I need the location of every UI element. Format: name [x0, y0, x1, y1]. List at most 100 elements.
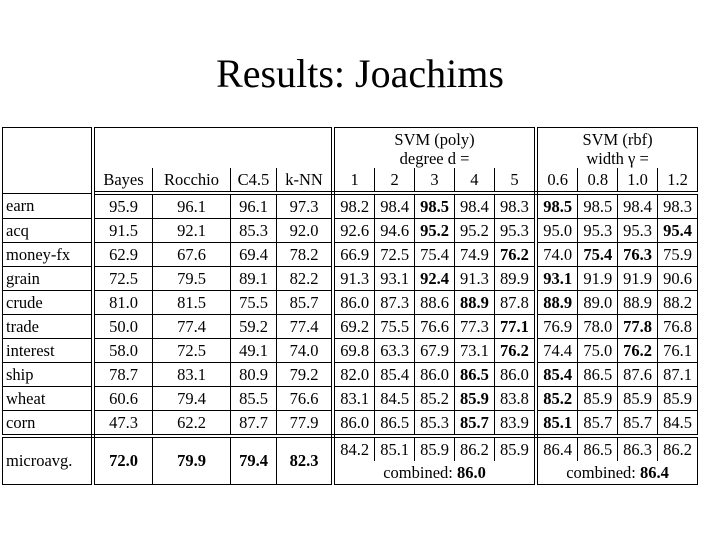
value-cell: 85.2 [414, 386, 455, 411]
value-cell: 77.1 [494, 314, 539, 339]
value-cell: 81.5 [152, 290, 231, 315]
method-header: k-NN [276, 168, 335, 195]
combined-label: combined: [383, 462, 453, 482]
value-cell: 84.5 [374, 386, 416, 411]
value-cell: 95.3 [617, 218, 659, 243]
value-cell: 79.4 [152, 386, 231, 411]
value-cell: 87.3 [374, 290, 416, 315]
group-param: width γ = [586, 149, 649, 168]
row-label: microavg. [2, 436, 95, 485]
value-cell: 85.9 [657, 386, 698, 411]
corner-cell [2, 127, 95, 194]
value-cell: 74.4 [536, 338, 579, 363]
value-cell: 86.5 [577, 436, 619, 461]
method-header: Rocchio [152, 168, 231, 195]
value-cell: 87.1 [657, 362, 698, 387]
value-cell: 92.4 [414, 266, 455, 291]
row-label: corn [2, 410, 95, 438]
value-cell: 63.3 [374, 338, 416, 363]
value-cell: 79.2 [276, 362, 335, 387]
header-row: Bayes Rocchio C4.5 k-NN 1 2 3 4 5 0.6 0.8 1.0 1.2 [3, 168, 698, 195]
value-cell: 93.1 [374, 266, 416, 291]
value-cell: 85.4 [374, 362, 416, 387]
value-cell: 97.3 [276, 193, 335, 219]
value-cell: 86.5 [374, 410, 416, 438]
value-cell: 62.9 [93, 242, 153, 267]
value-cell: 76.3 [617, 242, 659, 267]
row-label: interest [2, 338, 95, 363]
row-label: ship [2, 362, 95, 387]
value-cell: 79.4 [230, 436, 277, 485]
value-cell: 95.0 [536, 218, 579, 243]
value-cell: 88.6 [414, 290, 455, 315]
value-cell: 92.1 [152, 218, 231, 243]
value-cell: 95.2 [454, 218, 495, 243]
value-cell: 94.6 [374, 218, 416, 243]
value-cell: 75.4 [577, 242, 619, 267]
setting-header: 1 [333, 168, 376, 195]
value-cell: 75.0 [577, 338, 619, 363]
value-cell: 93.1 [536, 266, 579, 291]
combined-row: combined: 86.0 combined: 86.4 [3, 461, 699, 485]
value-cell: 85.7 [577, 410, 619, 438]
value-cell: 84.2 [333, 436, 376, 461]
value-cell: 67.6 [152, 242, 231, 267]
value-cell: 98.4 [617, 193, 659, 219]
slide-title: Results: Joachims [216, 51, 504, 96]
value-cell: 83.8 [494, 386, 539, 411]
value-cell: 95.3 [494, 218, 539, 243]
value-cell: 85.7 [276, 290, 335, 315]
value-cell: 85.7 [617, 410, 659, 438]
value-cell: 92.6 [333, 218, 376, 243]
value-cell: 85.1 [536, 410, 579, 438]
combined-cell: combined: 86.4 [536, 461, 699, 485]
setting-header: 1.2 [657, 168, 698, 195]
value-cell: 86.4 [536, 436, 579, 461]
value-cell: 72.5 [93, 266, 153, 291]
combined-label: combined: [566, 462, 636, 482]
value-cell: 72.5 [374, 242, 416, 267]
group-header: SVM (poly) degree d = [333, 127, 539, 168]
value-cell: 85.7 [454, 410, 495, 438]
value-cell: 76.2 [494, 338, 539, 363]
setting-header: 2 [374, 168, 416, 195]
value-cell: 76.8 [657, 314, 698, 339]
value-cell: 95.3 [577, 218, 619, 243]
value-cell: 85.9 [414, 436, 455, 461]
value-cell: 84.5 [657, 410, 698, 438]
setting-header: 5 [494, 168, 539, 195]
value-cell: 72.5 [152, 338, 231, 363]
setting-header: 0.6 [536, 168, 579, 195]
value-cell: 80.9 [230, 362, 277, 387]
value-cell: 86.0 [414, 362, 455, 387]
combined-value: 86.0 [456, 462, 486, 482]
value-cell: 62.2 [152, 410, 231, 438]
value-cell: 73.1 [454, 338, 495, 363]
setting-header: 1.0 [617, 168, 659, 195]
value-cell: 79.9 [152, 436, 231, 485]
value-cell: 86.2 [454, 436, 495, 461]
value-cell: 77.4 [152, 314, 231, 339]
value-cell: 69.4 [230, 242, 277, 267]
value-cell: 47.3 [93, 410, 153, 438]
value-cell: 76.2 [494, 242, 539, 267]
value-cell: 87.7 [230, 410, 277, 438]
microavg-row: microavg. 72.0 79.9 79.4 82.3 84.2 85.1 85.9 86.… [2, 436, 698, 485]
method-header: Bayes [93, 168, 153, 195]
row-label: wheat [2, 386, 95, 411]
group-header: SVM (rbf) width γ = [536, 127, 699, 168]
row-label: earn [2, 193, 95, 219]
value-cell: 95.4 [657, 218, 698, 243]
value-cell: 98.4 [454, 193, 495, 219]
value-cell: 87.6 [617, 362, 659, 387]
value-cell: 75.5 [374, 314, 416, 339]
value-cell: 81.0 [93, 290, 153, 315]
value-cell: 98.4 [374, 193, 416, 219]
results-table: SVM (poly) degree d = SVM (rbf) width γ = Ba… [2, 127, 699, 485]
value-cell: 78.7 [93, 362, 153, 387]
value-cell: 72.0 [93, 436, 153, 485]
value-cell: 78.0 [577, 314, 619, 339]
value-cell: 67.9 [414, 338, 455, 363]
value-cell: 82.0 [333, 362, 376, 387]
row-label: acq [2, 218, 95, 243]
